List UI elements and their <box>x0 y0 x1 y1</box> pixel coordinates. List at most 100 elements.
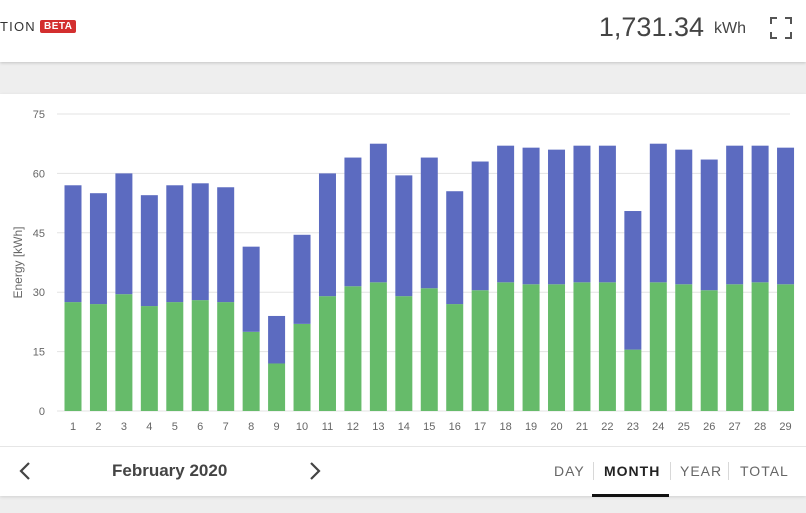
x-tick-label: 29 <box>779 421 791 433</box>
bar-segment <box>89 304 107 411</box>
bar-segment <box>242 331 260 411</box>
chevron-left-icon[interactable] <box>14 459 38 483</box>
x-tick-label: 21 <box>576 421 588 433</box>
total-energy-value: 1,731.34 <box>598 12 704 42</box>
bar-segment <box>395 296 413 411</box>
bar-segment <box>217 187 235 303</box>
x-tick-label: 14 <box>398 421 410 433</box>
bar-segment <box>777 147 795 285</box>
tab-total[interactable]: TOTAL <box>740 463 789 479</box>
bar-segment <box>420 288 438 411</box>
bar-segment <box>497 145 515 283</box>
header-title: TION <box>0 19 36 34</box>
x-tick-label: 28 <box>754 421 766 433</box>
x-tick-label: 12 <box>347 421 359 433</box>
beta-badge: BETA <box>40 20 77 33</box>
bar-segment <box>369 143 387 283</box>
x-tick-label: 7 <box>223 421 229 433</box>
x-tick-label: 6 <box>197 421 203 433</box>
x-tick-label: 15 <box>423 421 435 433</box>
y-tick-label: 60 <box>33 168 45 180</box>
bar-segment <box>446 191 464 305</box>
bar-segment <box>598 282 616 411</box>
bar-segment <box>624 349 642 411</box>
tab-year[interactable]: YEAR <box>680 463 723 479</box>
bar-segment <box>548 284 566 411</box>
bar-segment <box>191 300 209 411</box>
bar-segment <box>166 302 184 411</box>
y-tick-label: 30 <box>33 287 45 299</box>
bar-segment <box>369 282 387 411</box>
bar-segment <box>217 302 235 411</box>
bar-segment <box>344 157 362 287</box>
x-tick-label: 9 <box>274 421 280 433</box>
bar-segment <box>140 195 158 307</box>
bar-segment <box>471 161 489 291</box>
bar-segment <box>166 185 184 303</box>
x-tick-label: 25 <box>678 421 690 433</box>
x-tick-label: 16 <box>449 421 461 433</box>
bar-segment <box>522 147 540 285</box>
bar-segment <box>726 145 744 285</box>
x-tick-label: 22 <box>601 421 613 433</box>
x-tick-label: 18 <box>499 421 511 433</box>
bar-segment <box>522 284 540 411</box>
x-tick-label: 24 <box>652 421 664 433</box>
y-tick-label: 15 <box>33 347 45 359</box>
bar-segment <box>64 185 82 303</box>
fullscreen-icon[interactable] <box>769 16 793 40</box>
x-tick-label: 8 <box>248 421 254 433</box>
bar-segment <box>268 315 286 364</box>
x-tick-label: 17 <box>474 421 486 433</box>
x-tick-label: 20 <box>550 421 562 433</box>
x-tick-label: 26 <box>703 421 715 433</box>
chart-footer: February 2020 DAY MONTH YEAR TOTAL <box>0 446 806 497</box>
x-tick-label: 19 <box>525 421 537 433</box>
bar-segment <box>293 323 311 411</box>
bar-segment <box>700 159 718 291</box>
bar-segment <box>344 286 362 411</box>
bar-segment <box>318 173 336 297</box>
bar-segment <box>624 211 642 350</box>
bar-segment <box>140 306 158 411</box>
bar-segment <box>726 284 744 411</box>
bar-segment <box>700 290 718 411</box>
bar-segment <box>242 246 260 332</box>
bar-segment <box>573 282 591 411</box>
x-tick-label: 23 <box>627 421 639 433</box>
tab-month[interactable]: MONTH <box>604 463 661 479</box>
chevron-right-icon[interactable] <box>302 459 326 483</box>
bar-segment <box>293 234 311 324</box>
bar-segment <box>318 296 336 411</box>
bar-segment <box>598 145 616 283</box>
tab-day[interactable]: DAY <box>554 463 585 479</box>
bar-segment <box>649 143 667 283</box>
bar-segment <box>751 145 769 283</box>
bar-segment <box>497 282 515 411</box>
x-tick-label: 13 <box>372 421 384 433</box>
total-energy-unit: kWh <box>714 20 746 37</box>
y-tick-label: 75 <box>33 109 45 121</box>
bar-segment <box>89 193 107 305</box>
bar-segment <box>115 294 133 411</box>
chart-card: 0 15 30 45 60 75 Energy [kWh] 1 2 3 4 5 6 7 8 9 10 11 12 13… <box>0 94 806 497</box>
tab-divider <box>670 462 671 480</box>
x-tick-label: 11 <box>322 421 333 433</box>
bar-segment <box>191 183 209 301</box>
bar-segment <box>649 282 667 411</box>
bar-segment <box>675 149 693 285</box>
x-tick-label: 27 <box>729 421 741 433</box>
bar-segment <box>64 302 82 411</box>
bar-segment <box>751 282 769 411</box>
bar-segment <box>777 284 795 411</box>
bar-segment <box>268 363 286 411</box>
y-axis-title: Energy [kWh] <box>11 226 25 298</box>
y-tick-label: 0 <box>39 406 45 418</box>
bar-segment <box>420 157 438 289</box>
bar-segment <box>548 149 566 285</box>
bar-segment <box>573 145 591 283</box>
tab-divider <box>728 462 729 480</box>
tab-divider <box>593 462 594 480</box>
x-tick-label: 10 <box>296 421 308 433</box>
